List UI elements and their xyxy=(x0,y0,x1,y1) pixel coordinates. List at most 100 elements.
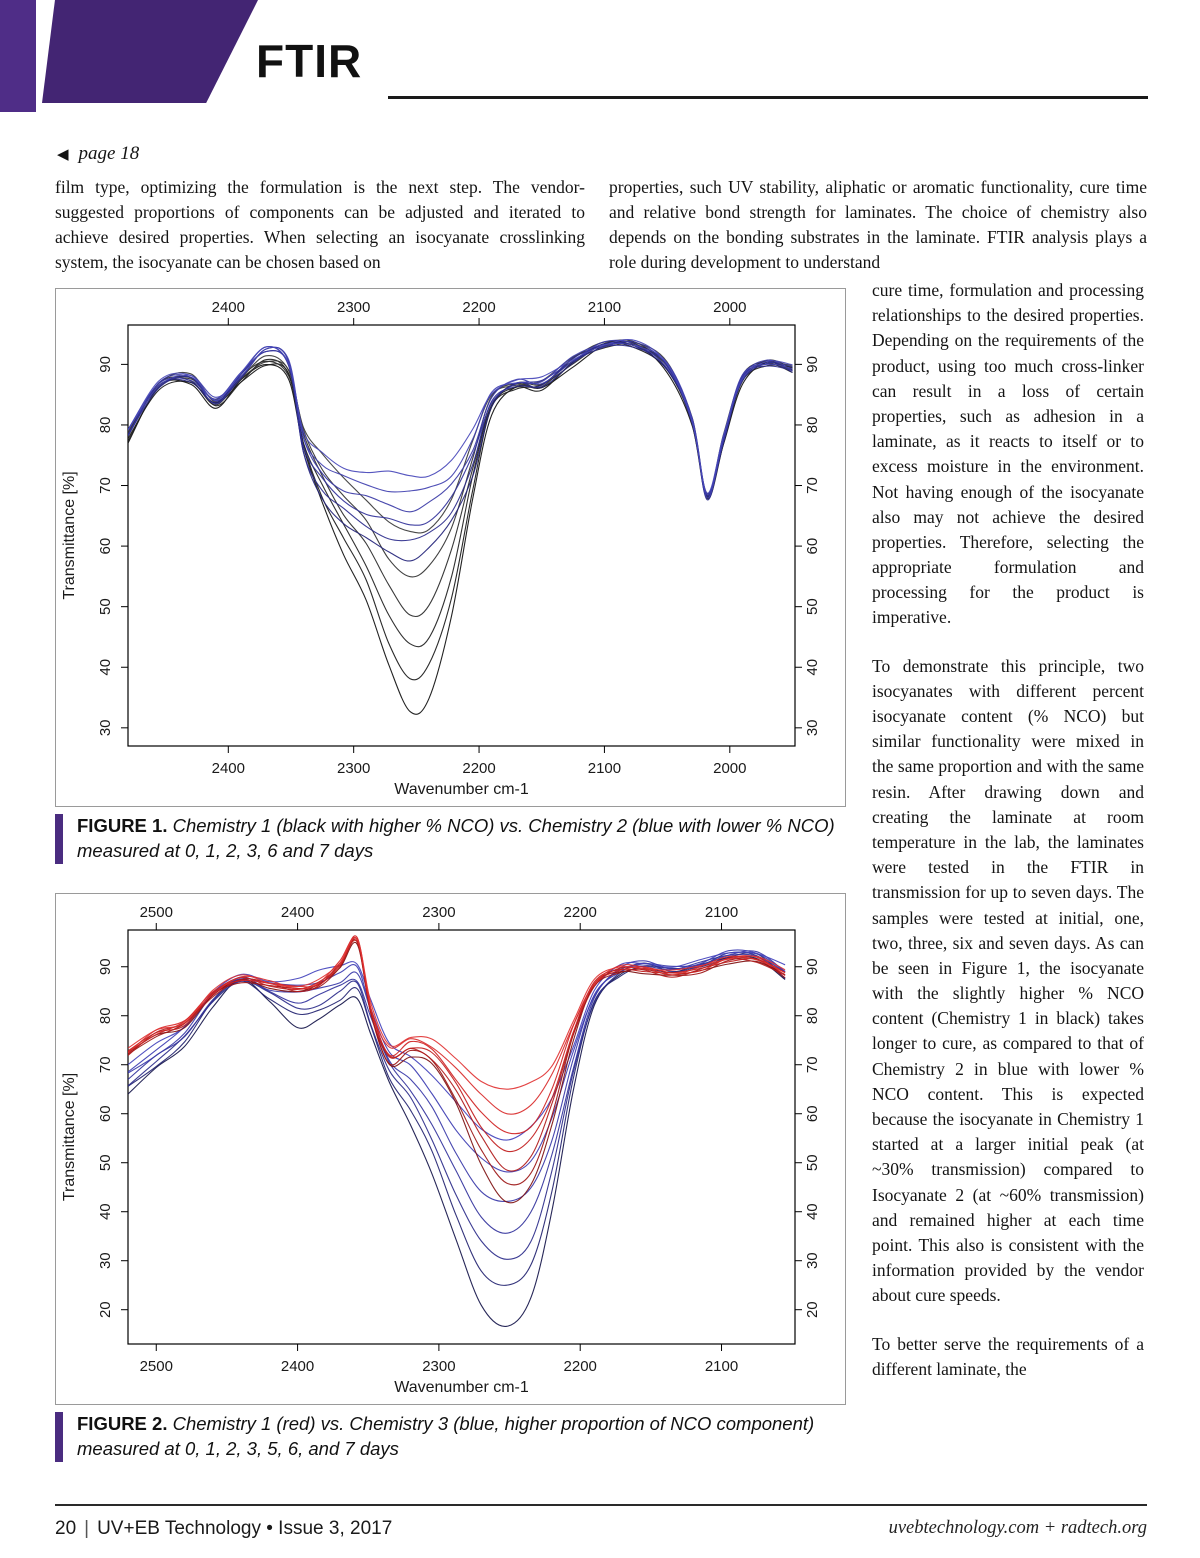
spectrum-curve xyxy=(128,339,793,494)
y-tick-label-left: 40 xyxy=(97,1203,114,1220)
spectrum-curve xyxy=(128,340,793,578)
y-tick-label-right: 30 xyxy=(804,1252,821,1269)
figure1-frame: 2400 2400 2300 2300 2200 2200 2100 2100 2000 2000… xyxy=(55,288,846,807)
intro-columns: film type, optimizing the formulation is… xyxy=(55,175,1147,274)
y-tick-label-left: 80 xyxy=(97,1007,114,1024)
x-tick-label-bottom: 2100 xyxy=(705,1358,738,1375)
intro-left-paragraph: film type, optimizing the formulation is… xyxy=(55,177,585,272)
y-tick-label-left: 90 xyxy=(97,958,114,975)
spectrum-curve xyxy=(128,951,786,1260)
y-tick-label-left: 80 xyxy=(97,417,114,434)
y-tick-label-left: 40 xyxy=(97,659,114,676)
x-tick-label-bottom: 2000 xyxy=(713,760,746,777)
y-axis-title: Transmittance [%] xyxy=(61,471,78,599)
x-tick-label-top: 2300 xyxy=(337,299,370,316)
x-tick-label-top: 2100 xyxy=(705,904,738,921)
x-tick-label-bottom: 2400 xyxy=(281,1358,314,1375)
x-axis-title: Wavenumber cm-1 xyxy=(394,781,529,798)
x-tick-label-top: 2500 xyxy=(140,904,173,921)
figure2-frame: 2500 2500 2400 2400 2300 2300 2200 2200 2100 2100… xyxy=(55,893,846,1405)
right-text-column: cure time, formulation and processing re… xyxy=(872,278,1144,1405)
x-tick-label-bottom: 2300 xyxy=(422,1358,455,1375)
y-tick-label-left: 60 xyxy=(97,538,114,555)
y-tick-label-left: 30 xyxy=(97,1252,114,1269)
continued-from-ref: ◀ page 18 xyxy=(57,143,139,165)
y-tick-label-right: 50 xyxy=(804,598,821,615)
x-tick-label-top: 2400 xyxy=(281,904,314,921)
figure1-caption-label: FIGURE 1. xyxy=(77,815,168,836)
spectrum-curve xyxy=(128,340,793,526)
x-tick-label-bottom: 2400 xyxy=(212,760,245,777)
spectrum-curve xyxy=(128,937,786,1090)
figure2-caption: FIGURE 2. Chemistry 1 (red) vs. Chemistr… xyxy=(55,1412,847,1462)
spectra-series xyxy=(128,935,786,1327)
y-tick-label-right: 60 xyxy=(804,538,821,555)
y-tick-label-right: 40 xyxy=(804,1203,821,1220)
y-tick-label-right: 50 xyxy=(804,1154,821,1171)
y-tick-label-right: 80 xyxy=(804,1007,821,1024)
intro-right-paragraph: properties, such UV stability, aliphatic… xyxy=(609,177,1147,272)
figure2-caption-label: FIGURE 2. xyxy=(77,1413,168,1434)
spectra-series xyxy=(128,339,793,715)
y-tick-label-left: 30 xyxy=(97,719,114,736)
x-tick-label-top: 2200 xyxy=(564,904,597,921)
y-tick-label-right: 90 xyxy=(804,958,821,975)
y-tick-label-right: 90 xyxy=(804,356,821,373)
x-tick-label-top: 2300 xyxy=(422,904,455,921)
body-paragraph-3: To better serve the requirements of a di… xyxy=(872,1333,1144,1379)
x-tick-label-top: 2000 xyxy=(713,299,746,316)
x-tick-label-top: 2100 xyxy=(588,299,621,316)
y-tick-label-right: 40 xyxy=(804,659,821,676)
y-tick-label-right: 80 xyxy=(804,417,821,434)
x-axis-title: Wavenumber cm-1 xyxy=(394,1379,529,1396)
spectrum-curve xyxy=(128,342,793,499)
x-tick-label-bottom: 2500 xyxy=(140,1358,173,1375)
footer-publication: UV+EB Technology • Issue 3, 2017 xyxy=(97,1518,393,1539)
y-tick-label-right: 70 xyxy=(804,1056,821,1073)
footer-websites: uvebtechnology.com + radtech.org xyxy=(888,1518,1147,1538)
footer-rule xyxy=(55,1504,1147,1506)
y-tick-label-left: 70 xyxy=(97,477,114,494)
footer-left: 20 | UV+EB Technology • Issue 3, 2017 xyxy=(55,1518,392,1540)
y-tick-label-right: 30 xyxy=(804,719,821,736)
x-tick-label-bottom: 2100 xyxy=(588,760,621,777)
spectrum-curve xyxy=(128,955,786,1327)
figure1-chart: 2400 2400 2300 2300 2200 2200 2100 2100 2000 2000… xyxy=(61,299,821,798)
y-tick-label-right: 60 xyxy=(804,1105,821,1122)
header-rule xyxy=(388,96,1148,99)
y-tick-label-left: 50 xyxy=(97,598,114,615)
x-tick-label-top: 2400 xyxy=(212,299,245,316)
spectrum-curve xyxy=(128,341,793,562)
page-title: FTIR xyxy=(256,35,363,87)
page-ref-label: page 18 xyxy=(78,143,140,164)
spectrum-curve xyxy=(128,939,786,1172)
y-tick-label-left: 20 xyxy=(97,1301,114,1318)
figure2-caption-text: Chemistry 1 (red) vs. Chemistry 3 (blue,… xyxy=(77,1413,815,1459)
figure2-chart: 2500 2500 2400 2400 2300 2300 2200 2200 2100 2100… xyxy=(61,904,821,1396)
x-tick-label-top: 2200 xyxy=(462,299,495,316)
plot-frame xyxy=(127,324,796,747)
x-tick-label-bottom: 2200 xyxy=(564,1358,597,1375)
figure1-caption-text: Chemistry 1 (black with higher % NCO) vs… xyxy=(77,815,835,861)
footer-separator: | xyxy=(84,1518,90,1539)
y-tick-label-left: 90 xyxy=(97,356,114,373)
y-tick-label-left: 70 xyxy=(97,1056,114,1073)
x-tick-label-bottom: 2200 xyxy=(462,760,495,777)
spectrum-curve xyxy=(128,936,786,1115)
spectrum-curve xyxy=(128,344,793,542)
y-tick-label-left: 60 xyxy=(97,1105,114,1122)
body-paragraph-1: cure time, formulation and processing re… xyxy=(872,280,1144,628)
y-tick-label-right: 20 xyxy=(804,1301,821,1318)
figure1-caption: FIGURE 1. Chemistry 1 (black with higher… xyxy=(55,814,847,864)
spectrum-curve xyxy=(128,953,786,1234)
spectrum-curve xyxy=(128,952,786,1286)
plot-frame xyxy=(127,929,796,1345)
body-paragraph-2: To demonstrate this principle, two isocy… xyxy=(872,655,1144,1306)
y-tick-label-right: 70 xyxy=(804,477,821,494)
y-tick-label-left: 50 xyxy=(97,1154,114,1171)
x-tick-label-bottom: 2300 xyxy=(337,760,370,777)
spectrum-curve xyxy=(128,937,786,1186)
purple-corner-bar xyxy=(0,0,36,112)
purple-angled-band xyxy=(42,0,258,103)
